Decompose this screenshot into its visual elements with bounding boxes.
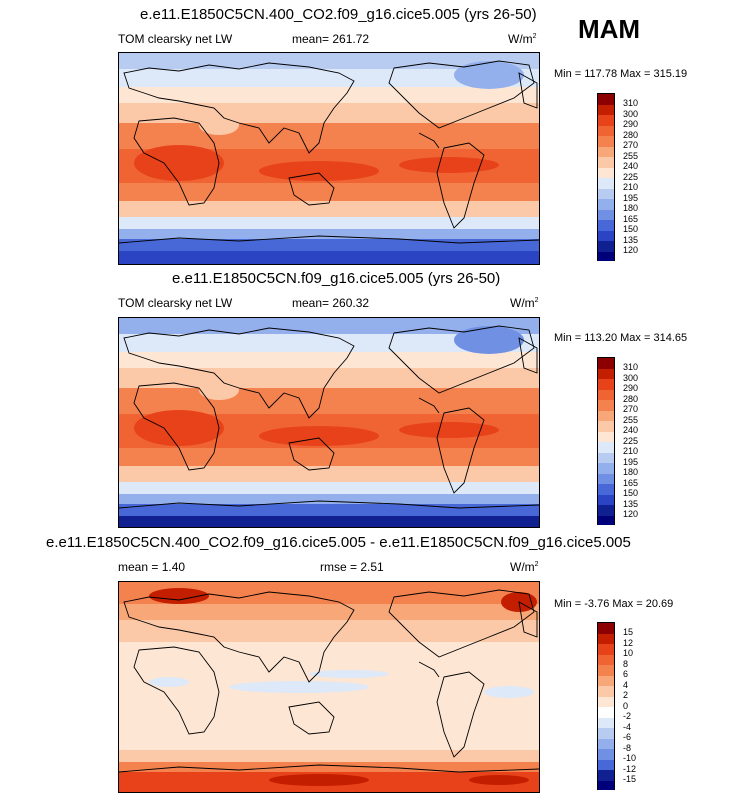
panel2-minmax: Min = 113.20 Max = 314.65: [554, 332, 688, 344]
panel2-colorbar-label: 180: [623, 467, 639, 477]
panel1-colorbar-label: 240: [623, 161, 639, 171]
panel1-colorbar-label: 310: [623, 98, 639, 108]
panel1-units: W/m2: [508, 32, 537, 46]
panel1-colorbar-label: 135: [623, 235, 639, 245]
panel2-colorbar-label: 255: [623, 415, 639, 425]
panel1-colorbar-label: 195: [623, 193, 639, 203]
panel3-colorbar-label: 6: [623, 669, 629, 679]
panel2-colorbar-label: 120: [623, 509, 639, 519]
panel3-colorbar-label: 12: [623, 638, 634, 648]
panel3-colorbar: [597, 622, 615, 790]
panel3-rmse: rmse = 2.51: [320, 560, 384, 574]
panel2-units: W/m2: [510, 296, 539, 310]
panel1-colorbar-label: 210: [623, 182, 639, 192]
panel2-colorbar-label: 300: [623, 373, 639, 383]
panel3-colorbar-label: -8: [623, 743, 632, 753]
panel2-colorbar-label: 280: [623, 394, 639, 404]
panel1-colorbar-label: 255: [623, 151, 639, 161]
panel2-colorbar-label: 165: [623, 478, 639, 488]
panel3-colorbar-label: 10: [623, 648, 634, 658]
panel1-mean: mean= 261.72: [292, 32, 370, 46]
panel1-colorbar-label: 300: [623, 109, 639, 119]
panel3-colorbar-label: -4: [623, 722, 632, 732]
panel1-colorbar-label: 290: [623, 119, 639, 129]
panel3-colorbar-label: 0: [623, 701, 629, 711]
panel3-units: W/m2: [510, 560, 539, 574]
panel2-mean: mean= 260.32: [292, 296, 370, 310]
panel2-colorbar-label: 290: [623, 383, 639, 393]
panel1-colorbar: [597, 93, 615, 261]
panel1-colorbar-label: 280: [623, 130, 639, 140]
panel2-colorbar-label: 195: [623, 457, 639, 467]
panel3-minmax: Min = -3.76 Max = 20.69: [554, 598, 674, 610]
panel2-colorbar: [597, 357, 615, 525]
panel1-colorbar-label: 270: [623, 140, 639, 150]
panel1-colorbar-label: 180: [623, 203, 639, 213]
panel3-title: e.e11.E1850C5CN.400_CO2.f09_g16.cice5.00…: [46, 534, 631, 551]
panel1-colorbar-label: 120: [623, 245, 639, 255]
panel2-colorbar-label: 270: [623, 404, 639, 414]
panel2-colorbar-label: 210: [623, 446, 639, 456]
panel1-colorbar-label: 225: [623, 172, 639, 182]
panel3-colorbar-label: -6: [623, 732, 632, 742]
panel3-colorbar-label: -12: [623, 764, 637, 774]
panel2-title: e.e11.E1850C5CN.f09_g16.cice5.005 (yrs 2…: [172, 270, 501, 287]
panel3-mean: mean = 1.40: [118, 560, 186, 574]
panel1-map: [118, 52, 540, 265]
panel1-variable-label: TOM clearsky net LW: [118, 32, 233, 46]
panel2-colorbar-label: 135: [623, 499, 639, 509]
panel3-colorbar-label: -10: [623, 753, 637, 763]
panel3-colorbar-label: 2: [623, 690, 629, 700]
season-label: MAM: [578, 14, 641, 44]
panel2-colorbar-label: 310: [623, 362, 639, 372]
panel3-colorbar-label: 4: [623, 680, 629, 690]
panel3-colorbar-label: 8: [623, 659, 629, 669]
panel3-colorbar-label: -2: [623, 711, 632, 721]
panel1-title: e.e11.E1850C5CN.400_CO2.f09_g16.cice5.00…: [140, 6, 537, 23]
panel1-minmax: Min = 117.78 Max = 315.19: [554, 68, 688, 80]
panel2-colorbar-label: 225: [623, 436, 639, 446]
panel1-colorbar-label: 150: [623, 224, 639, 234]
panel2-colorbar-label: 150: [623, 488, 639, 498]
panel3-map: [118, 581, 540, 793]
panel3-colorbar-label: -15: [623, 774, 637, 784]
panel1-colorbar-label: 165: [623, 214, 639, 224]
panel2-variable-label: TOM clearsky net LW: [118, 296, 233, 310]
panel2-map: [118, 317, 540, 528]
panel2-colorbar-label: 240: [623, 425, 639, 435]
panel3-colorbar-label: 15: [623, 627, 634, 637]
